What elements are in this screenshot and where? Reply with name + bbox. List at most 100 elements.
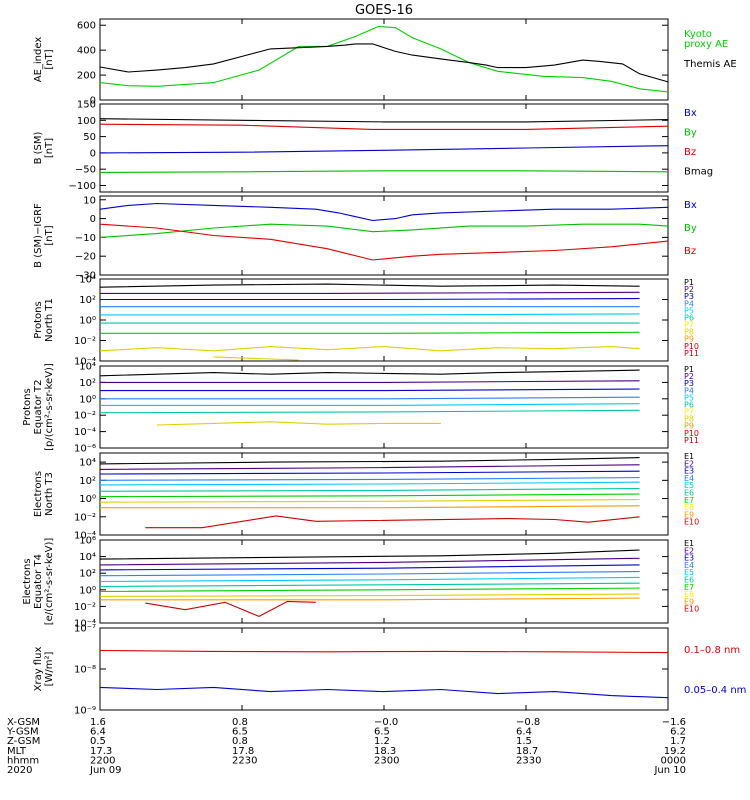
x-axis-value: 1.5 (516, 736, 532, 747)
x-axis-value: 1.6 (90, 717, 106, 728)
series-line-e2 (99, 557, 640, 566)
legend-entry: E5 (684, 481, 694, 490)
y-tick-label: 10⁰ (79, 394, 96, 405)
x-axis-value: −1.6 (662, 717, 686, 728)
y-axis-label: North T1 (44, 298, 55, 342)
y-tick-label: 10⁻⁴ (74, 357, 96, 368)
panel-frame (99, 103, 669, 193)
legend-entry: P6 (684, 400, 694, 409)
y-tick-label: 10⁻² (74, 512, 96, 523)
y-tick-label: 0 (90, 214, 96, 225)
series-line-bz (99, 123, 669, 130)
legend-entry: E2 (684, 459, 694, 468)
y-tick-label: 10⁻⁹ (74, 706, 96, 717)
y-axis-label: Protons (22, 388, 33, 425)
x-axis-value: Jun 10 (653, 765, 686, 776)
y-axis-label: Protons (33, 301, 44, 338)
legend-entry: Themis AE (683, 59, 737, 70)
y-tick-label: 50 (83, 132, 96, 143)
y-tick-label: 10² (79, 569, 96, 580)
y-axis-label: B (SM) (33, 131, 44, 164)
panel-pn: 10⁻⁴ 10⁻² 10⁰ 10² 10⁴ Protons North T1 P1P2P3P4… (33, 275, 699, 368)
legend-entry: E10 (684, 518, 699, 527)
x-axis-value: 6.4 (90, 727, 106, 738)
x-axis-value: 0.5 (90, 736, 106, 747)
y-tick-label: 10⁻² (74, 336, 96, 347)
x-axis-row-label: hhmm (7, 755, 39, 766)
y-tick-label: 10⁶ (79, 536, 96, 547)
series-line-p4 (100, 396, 640, 400)
legend-entry: E8 (684, 590, 694, 599)
x-axis-table: X-GSMY-GSMZ-GSMMLThhmm20201.66.40.517.32… (6, 717, 686, 776)
legend-entry: P11 (684, 349, 699, 358)
legend-entry: E8 (684, 503, 694, 512)
y-tick-label: 10⁻⁷ (74, 624, 96, 635)
y-axis-label: North T3 (44, 472, 55, 516)
series-line-e3 (99, 564, 640, 571)
y-axis-label: AE_index (33, 37, 44, 83)
y-axis-label: Equator T4 (33, 554, 44, 609)
y-axis-label: Xray flux (33, 647, 44, 692)
y-tick-label: 10⁴ (79, 552, 96, 563)
y-tick-label: −10 (75, 233, 96, 244)
series-line-e6 (99, 487, 640, 492)
series-line-bz (99, 223, 669, 261)
series-line-e5 (99, 481, 640, 486)
series-line-e2 (99, 464, 640, 470)
legend-entry: E3 (684, 554, 694, 563)
y-tick-label: 100 (77, 116, 96, 127)
y-tick-label: 10⁰ (79, 585, 96, 596)
legend-entry: P5 (684, 393, 694, 402)
legend-entry: E6 (684, 489, 694, 498)
series-line-e9 (100, 505, 640, 509)
x-axis-value: 6.5 (374, 727, 390, 738)
series-line-p8 (99, 346, 640, 352)
y-axis-label: [p/(cm²-s-sr-keV)] (44, 363, 55, 451)
series-line-e7 (99, 587, 640, 593)
legend-entry: P8 (684, 415, 694, 424)
y-tick-label: 0 (90, 148, 96, 159)
x-axis-value: −0.8 (516, 717, 540, 728)
series-line-e8 (99, 593, 640, 597)
y-tick-label: 10⁴ (79, 362, 96, 373)
legend-entry: Bx (684, 200, 697, 211)
panel-frame (99, 627, 669, 711)
series-line-p2 (100, 380, 640, 383)
x-axis-value: 2200 (90, 755, 115, 766)
x-axis-row-label: 2020 (7, 765, 32, 776)
legend-entry: P8 (684, 328, 694, 337)
legend-entry: Bz (684, 147, 696, 158)
panel-frame (99, 365, 669, 449)
panel-en: 10⁻⁴ 10⁻² 10⁰ 10² 10⁴ Electrons North T3 E1E2E3… (33, 452, 699, 542)
series-line-e10 (145, 600, 316, 618)
series-line-e5 (99, 576, 640, 583)
series-line-bx (99, 145, 669, 154)
legend-entry: Kyoto (684, 29, 712, 40)
panel-xray: 10⁻⁹ 10⁻⁸ 10⁻⁷ Xray flux [W/m²] 0.1–0.8 nm 0.0… (33, 624, 746, 717)
y-axis-label: Electrons (22, 558, 33, 604)
chart-title: GOES-16 (355, 3, 413, 18)
y-tick-label: 10² (79, 295, 96, 306)
x-axis-row-label: Y-GSM (6, 727, 39, 738)
legend-entry: E1 (684, 452, 694, 461)
series-line-e8 (99, 498, 640, 503)
y-tick-label: 10⁻⁴ (74, 427, 96, 438)
x-axis-value: 0.8 (232, 736, 248, 747)
series-line-e4 (99, 477, 640, 481)
x-axis-row-label: Z-GSM (7, 736, 40, 747)
y-tick-label: 10⁴ (79, 275, 96, 286)
series-line-kyoto-proxy-ae (99, 25, 669, 93)
x-axis-value: 18.7 (516, 746, 538, 757)
series-line-p6 (99, 409, 640, 414)
y-tick-label: 10 (83, 195, 96, 206)
panel-bigrf: −30 −20 −10 0 10 B (SM)−IGRF [nT] Bx By Bz (33, 195, 697, 281)
series-line-p7 (100, 331, 640, 334)
x-axis-value: 0.8 (232, 717, 248, 728)
series-line-e3 (99, 470, 640, 475)
y-axis-label: [nT] (44, 138, 55, 158)
y-tick-label: 10⁻² (74, 602, 96, 613)
x-axis-value: 17.3 (90, 746, 112, 757)
y-axis-label: [e/(cm²-s-sr-keV)] (44, 538, 55, 626)
series-line-e7 (99, 493, 640, 498)
